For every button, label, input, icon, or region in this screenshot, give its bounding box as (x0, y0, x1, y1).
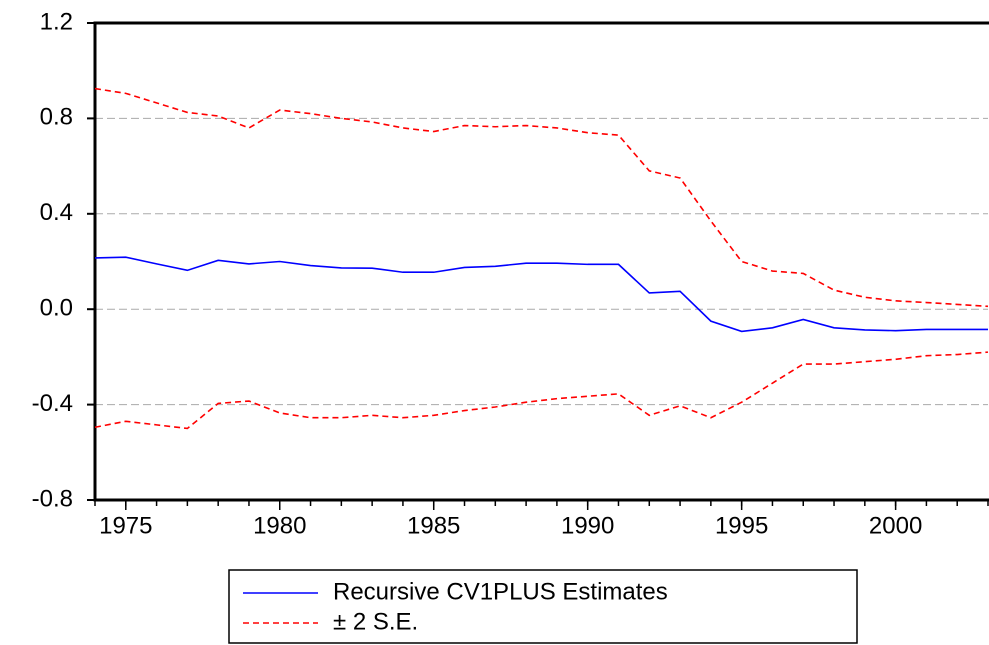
y-tick-label: 0.8 (40, 104, 73, 131)
y-tick-label: -0.8 (32, 485, 73, 512)
legend-label: Recursive CV1PLUS Estimates (333, 578, 668, 605)
x-tick-label: 1990 (561, 512, 614, 539)
se-band-line (94, 351, 989, 430)
se-band-line (94, 87, 989, 308)
x-tick-label: 1995 (715, 512, 768, 539)
legend-box (228, 569, 858, 644)
y-tick-label: 0.0 (40, 295, 73, 322)
legend-label: ± 2 S.E. (333, 608, 418, 635)
y-tick-label: 1.2 (40, 8, 73, 35)
x-tick-label: 1985 (407, 512, 460, 539)
estimate-line (94, 256, 988, 333)
plot-frame (93, 21, 989, 502)
x-tick-label: 1975 (99, 512, 152, 539)
x-tick-label: 2000 (869, 512, 922, 539)
y-tick-label: 0.4 (40, 199, 73, 226)
x-tick-label: 1980 (253, 512, 306, 539)
y-tick-label: -0.4 (32, 390, 73, 417)
